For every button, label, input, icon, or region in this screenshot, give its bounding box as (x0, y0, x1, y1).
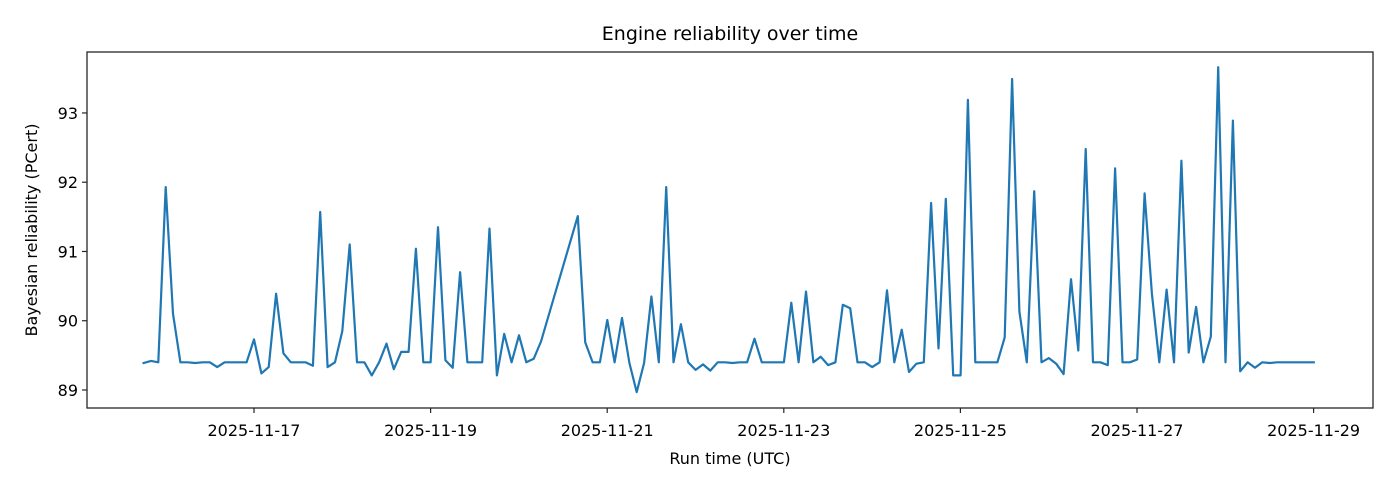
x-tick-label: 2025-11-29 (1267, 421, 1360, 440)
y-tick-label: 93 (58, 104, 78, 123)
x-tick-label: 2025-11-17 (208, 421, 301, 440)
y-tick-label: 90 (58, 312, 78, 331)
x-axis-label: Run time (UTC) (669, 449, 790, 468)
plot-area (86, 51, 1374, 409)
x-tick-label: 2025-11-27 (1091, 421, 1184, 440)
x-tick-label: 2025-11-25 (914, 421, 1007, 440)
x-axis: 2025-11-17 2025-11-19 2025-11-21 2025-11-23… (208, 408, 1360, 440)
y-axis-label: Bayesian reliability (PCert) (22, 124, 41, 337)
y-tick-label: 89 (58, 381, 78, 400)
x-tick-label: 2025-11-19 (384, 421, 477, 440)
data-series-line (142, 66, 1315, 394)
axes-frame (86, 51, 1374, 409)
x-tick-label: 2025-11-23 (737, 421, 830, 440)
chart-title: Engine reliability over time (602, 23, 858, 45)
x-tick-label: 2025-11-21 (561, 421, 654, 440)
y-tick-label: 92 (58, 173, 78, 192)
y-tick-label: 91 (58, 242, 78, 261)
y-axis: 89 90 91 92 93 (58, 104, 87, 400)
